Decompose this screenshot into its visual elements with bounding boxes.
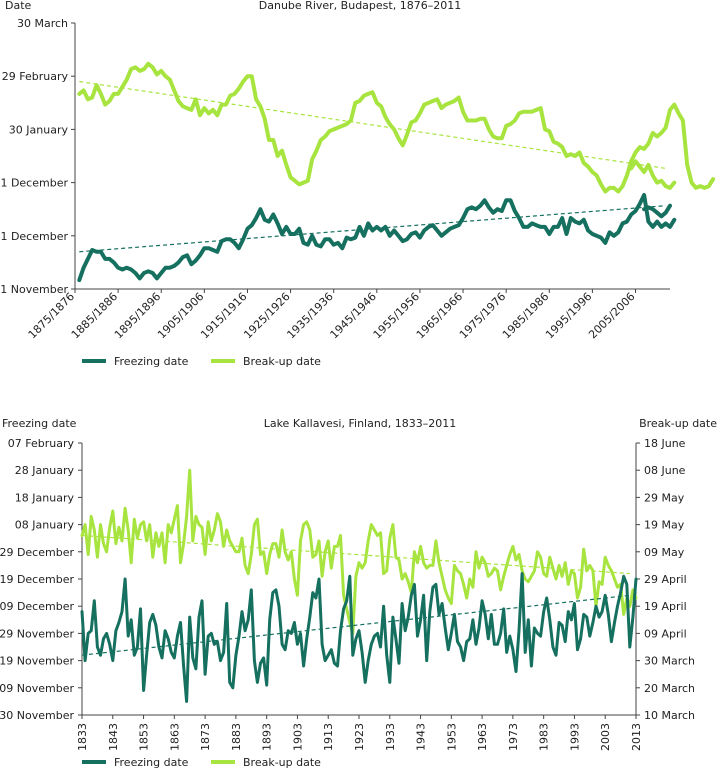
kallavesi-x-tick-label: 2003	[599, 723, 612, 751]
kallavesi-x-tick-label: 1983	[538, 723, 551, 751]
kallavesi-left-tick-label: 29 December	[0, 546, 74, 559]
danube-x-tick-label: 2005/2006	[586, 290, 637, 341]
danube-legend-freezing-label: Freezing date	[114, 355, 189, 368]
danube-y-tick-label: 30 January	[9, 123, 69, 136]
danube-y-tick-label: 29 February	[2, 70, 69, 83]
kallavesi-x-tick-label: 1913	[322, 723, 335, 751]
kallavesi-x-tick-label: 1993	[568, 723, 581, 751]
kallavesi-chart: Freezing date Break-up date Lake Kallave…	[0, 417, 717, 768]
danube-y-tick-label: 30 March	[17, 17, 68, 30]
kallavesi-left-tick-label: 19 November	[0, 655, 74, 668]
danube-y-axis-label: Date	[5, 0, 32, 12]
danube-y-tick-label: 01 November	[0, 283, 68, 296]
danube-series-line-freezing-date	[77, 193, 677, 283]
kallavesi-right-tick-label: 29 May	[644, 491, 685, 504]
kallavesi-left-tick-label: 28 January	[15, 464, 75, 477]
kallavesi-right-tick-label: 08 June	[644, 464, 686, 477]
kallavesi-series-line-freezing-date	[80, 572, 638, 703]
kallavesi-right-tick-label: 29 April	[644, 573, 687, 586]
kallavesi-trend-line-break-up-date	[81, 534, 630, 575]
danube-legend: Freezing date Break-up date	[82, 355, 321, 368]
kallavesi-left-tick-label: 08 January	[15, 519, 75, 532]
kallavesi-x-tick-label: 1843	[107, 723, 120, 751]
kallavesi-x-tick-label: 1883	[230, 723, 243, 751]
kallavesi-left-tick-label: 09 December	[0, 600, 74, 613]
kallavesi-right-tick-label: 09 May	[644, 546, 685, 559]
danube-series-line-break-up-date	[629, 159, 677, 190]
kallavesi-x-tick-label: 2013	[630, 723, 643, 751]
danube-chart: Date Danube River, Budapest, 1876–2011 0…	[0, 0, 716, 368]
danube-y-tick-label: 31 December	[0, 177, 68, 190]
danube-series-line-break-up-date	[77, 61, 716, 194]
kallavesi-legend: Freezing date Break-up date	[82, 756, 321, 768]
kallavesi-left-tick-label: 19 December	[0, 573, 74, 586]
kallavesi-left-tick-label: 29 November	[0, 627, 74, 640]
kallavesi-right-tick-label: 19 April	[644, 600, 687, 613]
danube-legend-breakup-label: Break-up date	[243, 355, 321, 368]
kallavesi-right-tick-label: 19 May	[644, 519, 685, 532]
kallavesi-chart-title: Lake Kallavesi, Finland, 1833–2011	[264, 417, 457, 430]
kallavesi-left-tick-label: 18 January	[15, 491, 75, 504]
kallavesi-series-line-break-up-date	[80, 468, 638, 635]
kallavesi-x-tick-label: 1973	[507, 723, 520, 751]
kallavesi-x-tick-label: 1933	[384, 723, 397, 751]
kallavesi-x-tick-label: 1893	[261, 723, 274, 751]
kallavesi-left-tick-label: 30 November	[0, 709, 74, 722]
kallavesi-right-tick-label: 09 April	[644, 627, 687, 640]
danube-series-line-freezing-date	[642, 203, 672, 219]
kallavesi-right-tick-label: 30 March	[644, 655, 695, 668]
kallavesi-trend-line-freezing-date	[81, 594, 630, 656]
kallavesi-x-tick-label: 1853	[138, 723, 151, 751]
kallavesi-left-axis-label: Freezing date	[2, 417, 77, 430]
kallavesi-right-axis-label: Break-up date	[639, 417, 717, 430]
kallavesi-left-tick-label: 07 February	[8, 437, 75, 450]
kallavesi-x-tick-label: 1963	[476, 723, 489, 751]
danube-chart-title: Danube River, Budapest, 1876–2011	[259, 0, 461, 12]
kallavesi-x-tick-label: 1903	[291, 723, 304, 751]
danube-y-tick-label: 01 December	[0, 230, 68, 243]
kallavesi-legend-freezing-label: Freezing date	[114, 756, 189, 768]
kallavesi-x-tick-label: 1873	[199, 723, 212, 751]
kallavesi-left-tick-label: 09 November	[0, 682, 74, 695]
kallavesi-x-tick-label: 1953	[445, 723, 458, 751]
kallavesi-x-tick-label: 1923	[353, 723, 366, 751]
kallavesi-x-tick-label: 1943	[415, 723, 428, 751]
kallavesi-x-tick-label: 1833	[76, 723, 89, 751]
kallavesi-right-tick-label: 10 March	[644, 709, 695, 722]
kallavesi-legend-breakup-label: Break-up date	[243, 756, 321, 768]
kallavesi-x-tick-label: 1863	[168, 723, 181, 751]
kallavesi-right-tick-label: 20 March	[644, 682, 695, 695]
kallavesi-right-tick-label: 18 June	[644, 437, 686, 450]
